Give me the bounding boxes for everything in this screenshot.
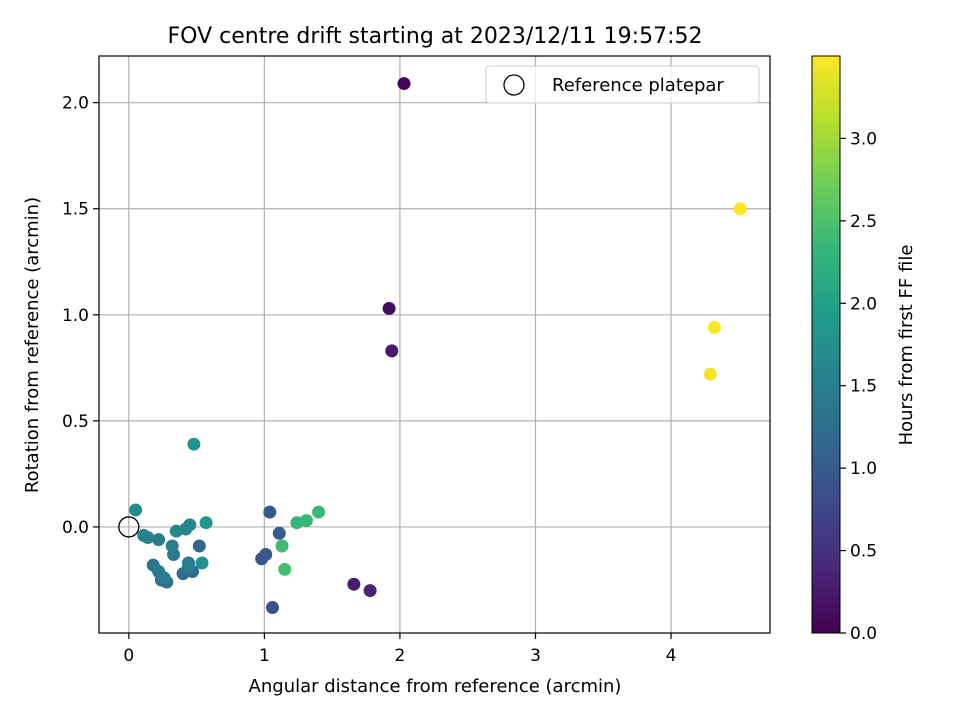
scatter-point — [707, 321, 721, 335]
y-tick-label: 0.5 — [62, 412, 89, 432]
scatter-point — [347, 577, 361, 591]
scatter-point — [195, 556, 209, 570]
scatter-point — [275, 539, 289, 553]
scatter-point — [183, 518, 197, 532]
colorbar-label: Hours from first FF file — [896, 245, 917, 446]
legend-entry-reference: Reference platepar — [552, 75, 724, 96]
plot-frame — [98, 55, 771, 634]
scatter-point — [263, 505, 277, 519]
y-tick-label: 0.0 — [62, 518, 89, 538]
scatter-point — [181, 560, 195, 574]
scatter-point — [312, 505, 326, 519]
colorbar-tick-label: 1.5 — [850, 377, 877, 397]
scatter-point — [169, 524, 183, 538]
data-points — [118, 77, 747, 615]
x-tick-label: 3 — [530, 646, 541, 666]
y-tick-label: 2.0 — [62, 94, 89, 114]
x-tick-label: 0 — [123, 646, 134, 666]
scatter-point — [199, 516, 213, 530]
scatter-point — [266, 601, 280, 615]
colorbar-ticks: 0.0 0.5 1.0 1.5 2.0 2.5 3.0 — [840, 129, 877, 644]
scatter-point — [382, 301, 396, 315]
colorbar-tick-label: 0.0 — [850, 624, 877, 644]
scatter-point — [129, 503, 143, 517]
x-axis-label: Angular distance from reference (arcmin) — [249, 676, 622, 697]
scatter-point — [272, 526, 286, 540]
colorbar-tick-label: 0.5 — [850, 542, 877, 562]
colorbar: 0.0 0.5 1.0 1.5 2.0 2.5 3.0 Hours from first F… — [811, 55, 917, 644]
scatter-point — [165, 539, 179, 553]
x-axis-ticks: 0 1 2 3 4 — [123, 633, 676, 666]
scatter-point — [299, 514, 313, 528]
x-tick-label: 4 — [666, 646, 677, 666]
legend-box — [485, 65, 760, 104]
scatter-point — [141, 531, 155, 545]
scatter-point — [187, 437, 201, 451]
colorbar-tick-label: 1.0 — [850, 459, 877, 479]
scatter-point — [259, 548, 273, 562]
scatter-point — [397, 77, 411, 91]
scatter-point — [278, 562, 292, 576]
legend: Reference platepar — [485, 65, 760, 104]
scatter-point — [733, 202, 747, 216]
scatter-point — [192, 539, 206, 553]
colorbar-tick-label: 3.0 — [850, 129, 877, 149]
scatter-point — [363, 584, 377, 598]
y-axis-label: Rotation from reference (arcmin) — [22, 197, 43, 493]
y-tick-label: 1.0 — [62, 306, 89, 326]
x-tick-label: 1 — [259, 646, 270, 666]
y-axis-ticks: 0.0 0.5 1.0 1.5 2.0 — [62, 94, 99, 538]
y-tick-label: 1.5 — [62, 200, 89, 220]
colorbar-tick-label: 2.0 — [850, 294, 877, 314]
scatter-point — [152, 533, 166, 547]
reference-platepar-marker — [118, 516, 140, 538]
chart-title: FOV centre drift starting at 2023/12/11 … — [168, 24, 703, 49]
legend-marker-icon — [503, 74, 525, 96]
scatter-point — [703, 367, 717, 381]
x-tick-label: 2 — [395, 646, 406, 666]
colorbar-tick-label: 2.5 — [850, 212, 877, 232]
scatter-point — [157, 571, 171, 585]
scatter-point — [385, 344, 399, 358]
colorbar-gradient — [811, 55, 841, 634]
